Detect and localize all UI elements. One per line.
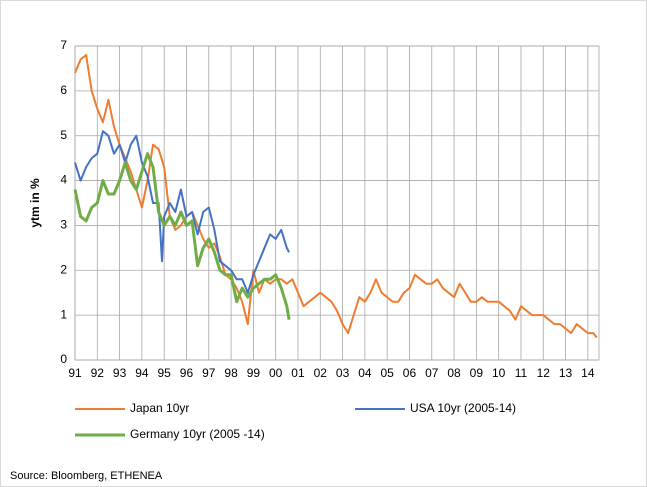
x-tick-label: 96: [180, 366, 194, 380]
x-tick-label: 98: [224, 366, 238, 380]
y-tick-label: 6: [60, 83, 67, 97]
x-tick-label: 03: [336, 366, 350, 380]
y-tick-label: 4: [60, 173, 67, 187]
y-tick-label: 2: [60, 262, 67, 276]
x-tick-label: 04: [358, 366, 372, 380]
legend-label: USA 10yr (2005-14): [410, 401, 516, 415]
x-tick-label: 13: [559, 366, 573, 380]
y-tick-label: 3: [60, 218, 67, 232]
x-tick-label: 09: [470, 366, 484, 380]
x-tick-label: 94: [135, 366, 149, 380]
x-tick-label: 11: [515, 366, 528, 380]
x-tick-label: 07: [425, 366, 439, 380]
y-tick-label: 5: [60, 128, 67, 142]
legend-label: Japan 10yr: [130, 401, 189, 415]
x-tick-label: 00: [269, 366, 283, 380]
x-tick-label: 01: [291, 366, 305, 380]
x-tick-label: 10: [492, 366, 506, 380]
x-tick-label: 08: [447, 366, 461, 380]
y-tick-label: 1: [60, 307, 67, 321]
x-tick-label: 05: [380, 366, 394, 380]
y-tick-label: 7: [60, 38, 67, 52]
x-tick-label: 93: [113, 366, 127, 380]
x-tick-label: 14: [581, 366, 595, 380]
x-tick-label: 02: [314, 366, 328, 380]
y-axis-label: ytm in %: [28, 178, 42, 228]
x-tick-label: 12: [537, 366, 551, 380]
series-line: [74, 130, 290, 294]
x-tick-label: 99: [247, 366, 261, 380]
x-tick-label: 92: [91, 366, 105, 380]
x-tick-label: 97: [202, 366, 216, 380]
legend-label: Germany 10yr (2005 -14): [130, 427, 265, 441]
x-tick-label: 95: [158, 366, 172, 380]
source: Source: Bloomberg, ETHENEA: [10, 470, 163, 482]
series-line: [74, 54, 598, 339]
x-tick-label: 91: [68, 366, 82, 380]
plot-border: [74, 45, 600, 361]
series-line: [73, 152, 291, 320]
x-tick-label: 06: [403, 366, 417, 380]
y-tick-label: 0: [60, 352, 67, 366]
